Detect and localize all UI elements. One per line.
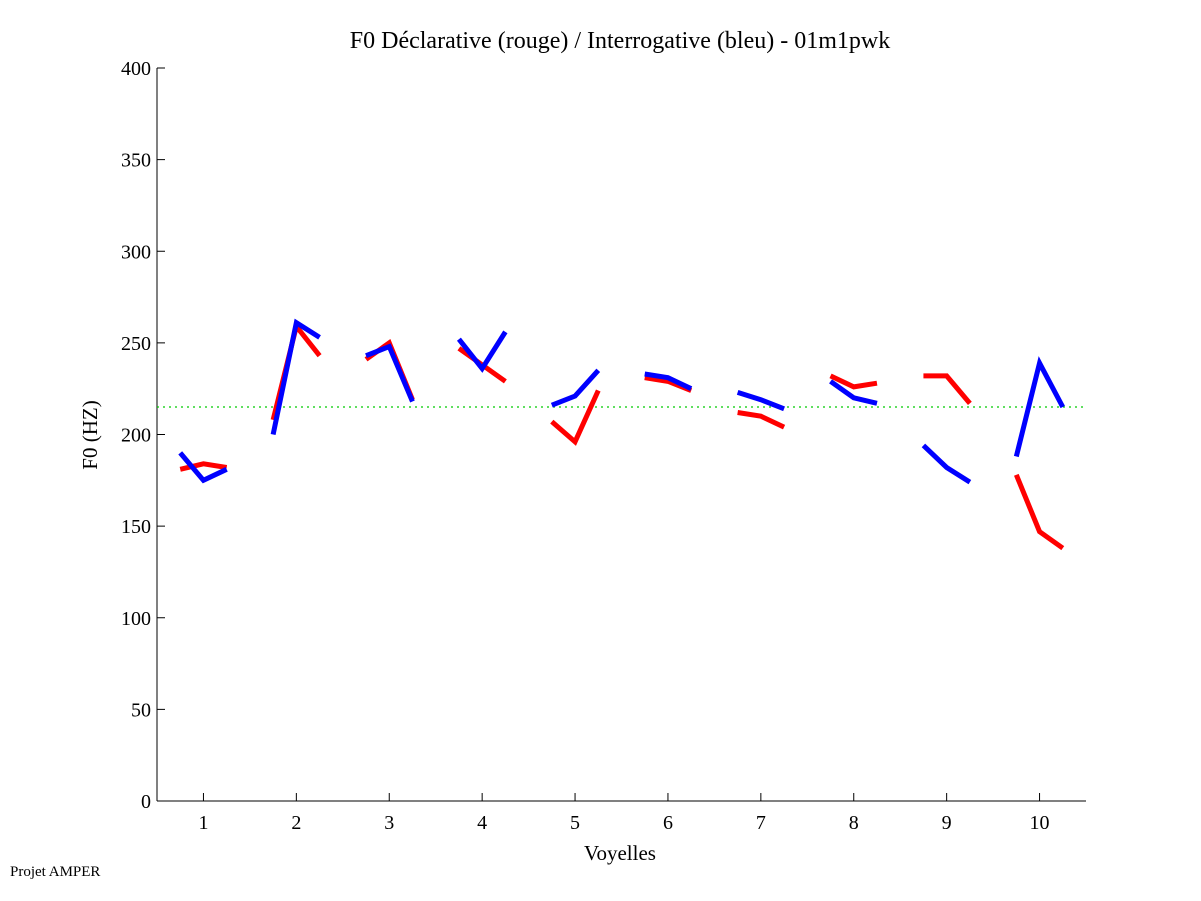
declarative-segment-8 — [829, 373, 878, 390]
declarative-segment-7 — [737, 410, 786, 430]
x-axis-label: Voyelles — [584, 841, 656, 865]
declarative-segment-9 — [923, 373, 972, 405]
chart-title: F0 Déclarative (rouge) / Interrogative (… — [350, 28, 890, 54]
x-tick-label: 5 — [570, 812, 580, 834]
y-tick-label: 100 — [121, 608, 151, 630]
x-tick-label: 7 — [756, 812, 766, 834]
interrogative-segment-1 — [178, 451, 228, 484]
interrogative-segment-8 — [829, 379, 878, 406]
y-tick-label: 200 — [121, 425, 151, 447]
interrogative-segment-3 — [365, 343, 415, 403]
interrogative-segment-5 — [550, 368, 601, 408]
interrogative-segment-4 — [456, 330, 508, 373]
y-tick-label: 50 — [131, 699, 151, 721]
interrogative-segment-9 — [921, 443, 972, 485]
x-tick-label: 2 — [291, 812, 301, 834]
interrogative-segment-2 — [270, 318, 321, 436]
footer-credit: Projet AMPER — [10, 864, 101, 880]
declarative-segment-1 — [179, 461, 228, 472]
y-tick-label: 350 — [121, 150, 151, 172]
x-tick-label: 3 — [384, 812, 394, 834]
x-tick-label: 10 — [1030, 812, 1050, 834]
interrogative-segment-7 — [736, 389, 785, 412]
x-tick-label: 4 — [477, 812, 487, 834]
y-tick-label: 150 — [121, 516, 151, 538]
y-tick-label: 300 — [121, 241, 151, 263]
interrogative-segment-6 — [644, 371, 693, 391]
y-tick-label: 0 — [141, 791, 151, 813]
declarative-segment-10 — [1014, 473, 1065, 551]
y-tick-label: 400 — [121, 58, 151, 80]
y-tick-label: 250 — [121, 333, 151, 355]
x-tick-label: 9 — [942, 812, 952, 834]
x-tick-label: 1 — [198, 812, 208, 834]
interrogative-segment-10 — [1013, 356, 1065, 458]
declarative-segment-5 — [550, 389, 601, 446]
y-axis-label: F0 (HZ) — [78, 400, 102, 469]
x-tick-label: 6 — [663, 812, 673, 834]
x-tick-label: 8 — [849, 812, 859, 834]
